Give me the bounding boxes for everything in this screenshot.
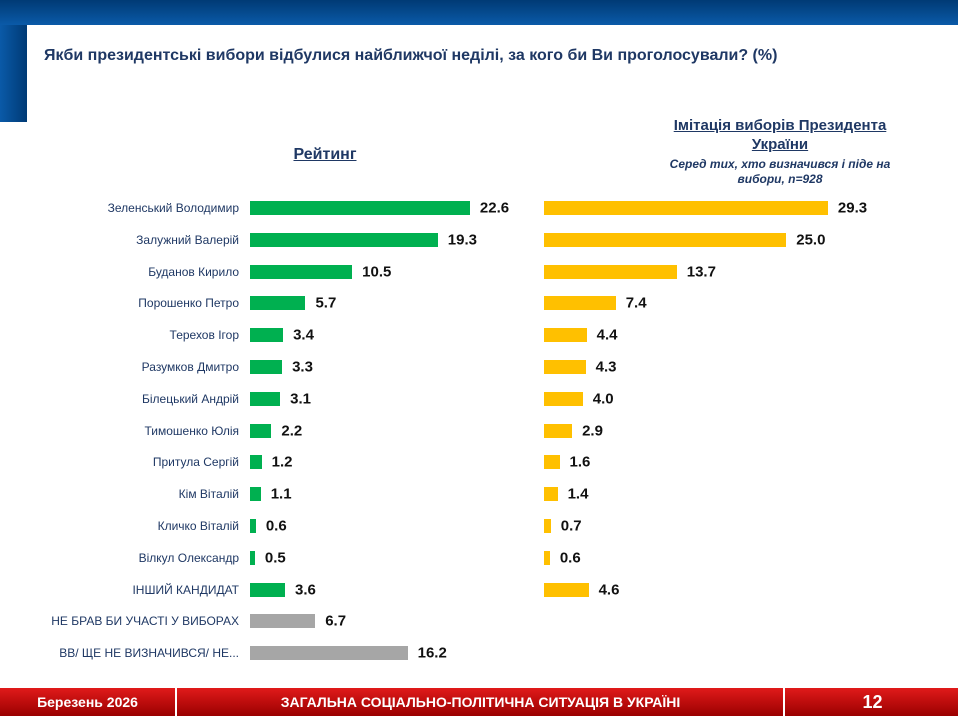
imitation-value: 0.7 xyxy=(560,517,582,535)
rating-bar xyxy=(250,360,283,374)
rating-value: 3.3 xyxy=(292,358,313,376)
rating-bar xyxy=(250,455,262,470)
footer-date: Березень 2026 xyxy=(37,694,138,710)
imitation-bar xyxy=(544,232,787,247)
imitation-value: 29.3 xyxy=(837,199,868,217)
rating-bar xyxy=(250,391,281,406)
rating-value: 3.4 xyxy=(293,326,314,344)
category-label: Залужний Валерій xyxy=(136,232,239,247)
rating-bar xyxy=(250,423,272,438)
rating-header: Рейтинг xyxy=(293,146,357,163)
imitation-header: Імітація виборів Президента України xyxy=(673,117,887,153)
rating-value: 19.3 xyxy=(447,231,477,249)
imitation-value: 1.6 xyxy=(569,453,591,471)
rating-value: 5.7 xyxy=(315,294,337,312)
imitation-value: 4.4 xyxy=(596,326,618,344)
page-number: 12 xyxy=(783,688,958,716)
category-label: Кличко Віталій xyxy=(157,519,239,533)
footer: Березень 2026 ЗАГАЛЬНА СОЦІАЛЬНО-ПОЛІТИЧ… xyxy=(0,688,958,716)
category-label: НЕ БРАВ БИ УЧАСТІ У ВИБОРАХ xyxy=(51,614,239,629)
imitation-bar xyxy=(544,519,551,533)
rating-bar xyxy=(250,614,316,629)
imitation-bar xyxy=(544,296,616,311)
category-label: Разумков Дмитро xyxy=(141,360,239,374)
rating-bar xyxy=(250,582,286,597)
imitation-value: 2.9 xyxy=(582,422,603,440)
rating-bar xyxy=(250,328,284,343)
rating-value: 1.2 xyxy=(271,453,293,471)
imitation-value: 0.6 xyxy=(559,549,581,567)
imitation-bar xyxy=(544,423,573,438)
category-label: Порошенко Петро xyxy=(138,296,239,311)
rating-bar xyxy=(250,550,255,565)
imitation-value: 25.0 xyxy=(796,231,826,249)
imitation-value: 4.6 xyxy=(598,581,620,599)
rating-value: 6.7 xyxy=(325,612,347,630)
rating-value: 1.1 xyxy=(270,485,292,503)
rating-bar xyxy=(250,201,470,215)
imitation-value: 4.0 xyxy=(592,390,614,408)
category-label: Зеленський Володимир xyxy=(107,201,239,215)
imitation-bar xyxy=(544,391,583,406)
category-label: ІНШИЙ КАНДИДАТ xyxy=(132,582,239,597)
rating-bar xyxy=(250,232,438,247)
category-label: Тимошенко Юлія xyxy=(144,423,240,438)
category-label: Білецький Андрій xyxy=(141,391,239,406)
imitation-value: 7.4 xyxy=(625,294,647,312)
imitation-subtitle: Серед тих, хто визначився і піде на вибо… xyxy=(669,157,891,186)
slide-title: Якби президентські вибори відбулися найб… xyxy=(44,47,778,64)
category-label: Терехов Ігор xyxy=(169,328,239,343)
imitation-value: 1.4 xyxy=(567,485,589,503)
rating-value: 16.2 xyxy=(417,644,447,662)
category-label: ВВ/ ЩЕ НЕ ВИЗНАЧИВСЯ/ НЕ... xyxy=(59,646,239,661)
rating-bar xyxy=(250,487,261,502)
left-banner xyxy=(0,25,27,122)
rating-value: 3.6 xyxy=(295,581,316,599)
imitation-bar xyxy=(544,487,558,502)
imitation-value: 13.7 xyxy=(686,263,716,281)
rating-bar xyxy=(250,296,306,311)
imitation-value: 4.3 xyxy=(595,358,617,376)
imitation-bar xyxy=(544,455,560,470)
rating-value: 2.2 xyxy=(281,422,303,440)
rating-value: 0.6 xyxy=(265,517,287,535)
top-banner xyxy=(0,0,958,25)
imitation-bar xyxy=(544,264,677,279)
footer-section: ЗАГАЛЬНА СОЦІАЛЬНО-ПОЛІТИЧНА СИТУАЦІЯ В … xyxy=(175,688,784,716)
rating-bar xyxy=(250,519,256,533)
rating-value: 22.6 xyxy=(479,199,510,217)
category-label: Вілкул Олександр xyxy=(138,550,239,565)
rating-value: 0.5 xyxy=(264,549,286,567)
imitation-bar xyxy=(544,201,828,215)
rating-value: 10.5 xyxy=(362,263,392,281)
imitation-bar xyxy=(544,582,589,597)
imitation-bar xyxy=(544,550,550,565)
rating-value: 3.1 xyxy=(290,390,312,408)
rating-bar xyxy=(250,646,408,661)
category-label: Кім Віталій xyxy=(178,487,239,502)
imitation-bar xyxy=(544,360,586,374)
rating-bar xyxy=(250,264,353,279)
imitation-bar xyxy=(544,328,587,343)
category-label: Буданов Кирило xyxy=(148,264,239,279)
category-label: Притула Сергій xyxy=(152,455,239,470)
